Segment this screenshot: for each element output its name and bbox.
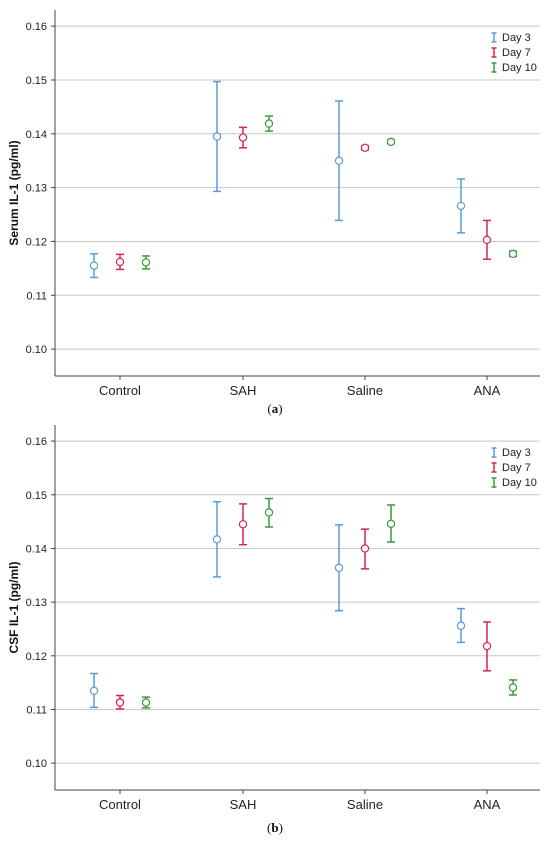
mean-point xyxy=(360,544,370,553)
y-tick-label: 0.11 xyxy=(26,290,47,302)
mean-point xyxy=(264,119,274,128)
mean-point xyxy=(115,698,125,707)
error-bar xyxy=(386,504,396,543)
mean-point xyxy=(482,641,492,651)
error-bar xyxy=(334,524,344,612)
error-bar xyxy=(456,178,466,234)
mean-point xyxy=(89,261,99,270)
error-bar xyxy=(482,219,492,260)
mean-point xyxy=(212,535,222,544)
x-tick-label: Control xyxy=(99,383,141,398)
error-bar xyxy=(238,503,248,546)
chart-panel-a: 0.10 0.11 0.12 0.13 0.14 0.15 0.16 Control SAH Sa… xyxy=(7,10,540,416)
mean-point xyxy=(115,257,125,267)
legend-label: Day 7 xyxy=(502,462,531,474)
mean-point xyxy=(141,698,151,707)
error-bar xyxy=(386,137,396,147)
x-tick-label: Control xyxy=(99,797,141,812)
y-tick-label: 0.16 xyxy=(26,21,47,33)
error-bar xyxy=(334,100,344,222)
error-bar xyxy=(212,80,222,193)
y-tick-label: 0.12 xyxy=(26,236,47,248)
mean-point xyxy=(238,133,248,142)
y-tick-label: 0.13 xyxy=(26,597,47,609)
error-bar xyxy=(360,528,370,570)
panel-caption: (b) xyxy=(267,820,283,835)
error-bar xyxy=(482,621,492,672)
y-tick-label: 0.11 xyxy=(26,704,47,716)
mean-point xyxy=(456,201,466,211)
panel-caption-letter: a xyxy=(272,401,279,416)
error-bar xyxy=(141,255,151,270)
error-bar xyxy=(89,672,99,709)
mean-point xyxy=(386,519,396,528)
mean-point xyxy=(212,132,222,141)
mean-point xyxy=(264,508,274,517)
legend-label: Day 3 xyxy=(502,447,531,459)
legend: Day 3 Day 7 Day 10 xyxy=(491,32,537,74)
error-bar xyxy=(89,253,99,279)
error-bar xyxy=(508,249,518,259)
x-tick-label: Saline xyxy=(347,797,383,812)
error-bar xyxy=(141,696,151,709)
y-tick-label: 0.15 xyxy=(26,490,47,502)
error-bar xyxy=(508,679,518,696)
y-tick-label: 0.14 xyxy=(26,543,47,555)
legend-label: Day 10 xyxy=(502,62,537,74)
chart-panel-b: 0.10 0.11 0.12 0.13 0.14 0.15 0.16 Control SAH Sa… xyxy=(7,425,540,835)
error-bar xyxy=(264,115,274,132)
error-bar xyxy=(212,501,222,578)
legend: Day 3 Day 7 Day 10 xyxy=(491,447,537,489)
mean-point xyxy=(360,143,370,152)
y-tick-label: 0.15 xyxy=(26,75,47,87)
mean-point xyxy=(141,258,151,267)
panel-caption-letter: b xyxy=(271,820,278,835)
mean-point xyxy=(508,683,518,692)
mean-point xyxy=(508,249,518,259)
mean-point xyxy=(482,235,492,245)
y-tick-label: 0.16 xyxy=(26,436,47,448)
mean-point xyxy=(334,563,344,572)
y-tick-label: 0.12 xyxy=(26,651,47,663)
mean-point xyxy=(89,686,99,695)
error-bar xyxy=(264,497,274,528)
mean-point xyxy=(334,156,344,165)
panel-caption: (a) xyxy=(267,401,282,416)
y-tick-label: 0.14 xyxy=(26,129,47,141)
y-tick-label: 0.10 xyxy=(26,758,47,770)
error-bar xyxy=(360,143,370,152)
mean-point xyxy=(456,621,466,630)
legend-label: Day 7 xyxy=(502,47,531,59)
x-tick-label: SAH xyxy=(230,797,257,812)
mean-point xyxy=(238,520,248,529)
x-tick-label: Saline xyxy=(347,383,383,398)
legend-label: Day 3 xyxy=(502,32,531,44)
y-axis-title: Serum IL-1 (pg/ml) xyxy=(7,140,21,245)
error-bar xyxy=(456,607,466,644)
error-bar xyxy=(115,694,125,710)
legend-label: Day 10 xyxy=(502,477,537,489)
y-tick-label: 0.10 xyxy=(26,344,47,356)
error-bar xyxy=(115,253,125,271)
x-tick-label: ANA xyxy=(474,797,501,812)
x-tick-label: ANA xyxy=(474,383,501,398)
mean-point xyxy=(386,137,396,147)
y-tick-label: 0.13 xyxy=(26,183,47,195)
error-bar xyxy=(238,126,248,149)
y-axis-title: CSF IL-1 (pg/ml) xyxy=(7,562,21,654)
x-tick-label: SAH xyxy=(230,383,257,398)
